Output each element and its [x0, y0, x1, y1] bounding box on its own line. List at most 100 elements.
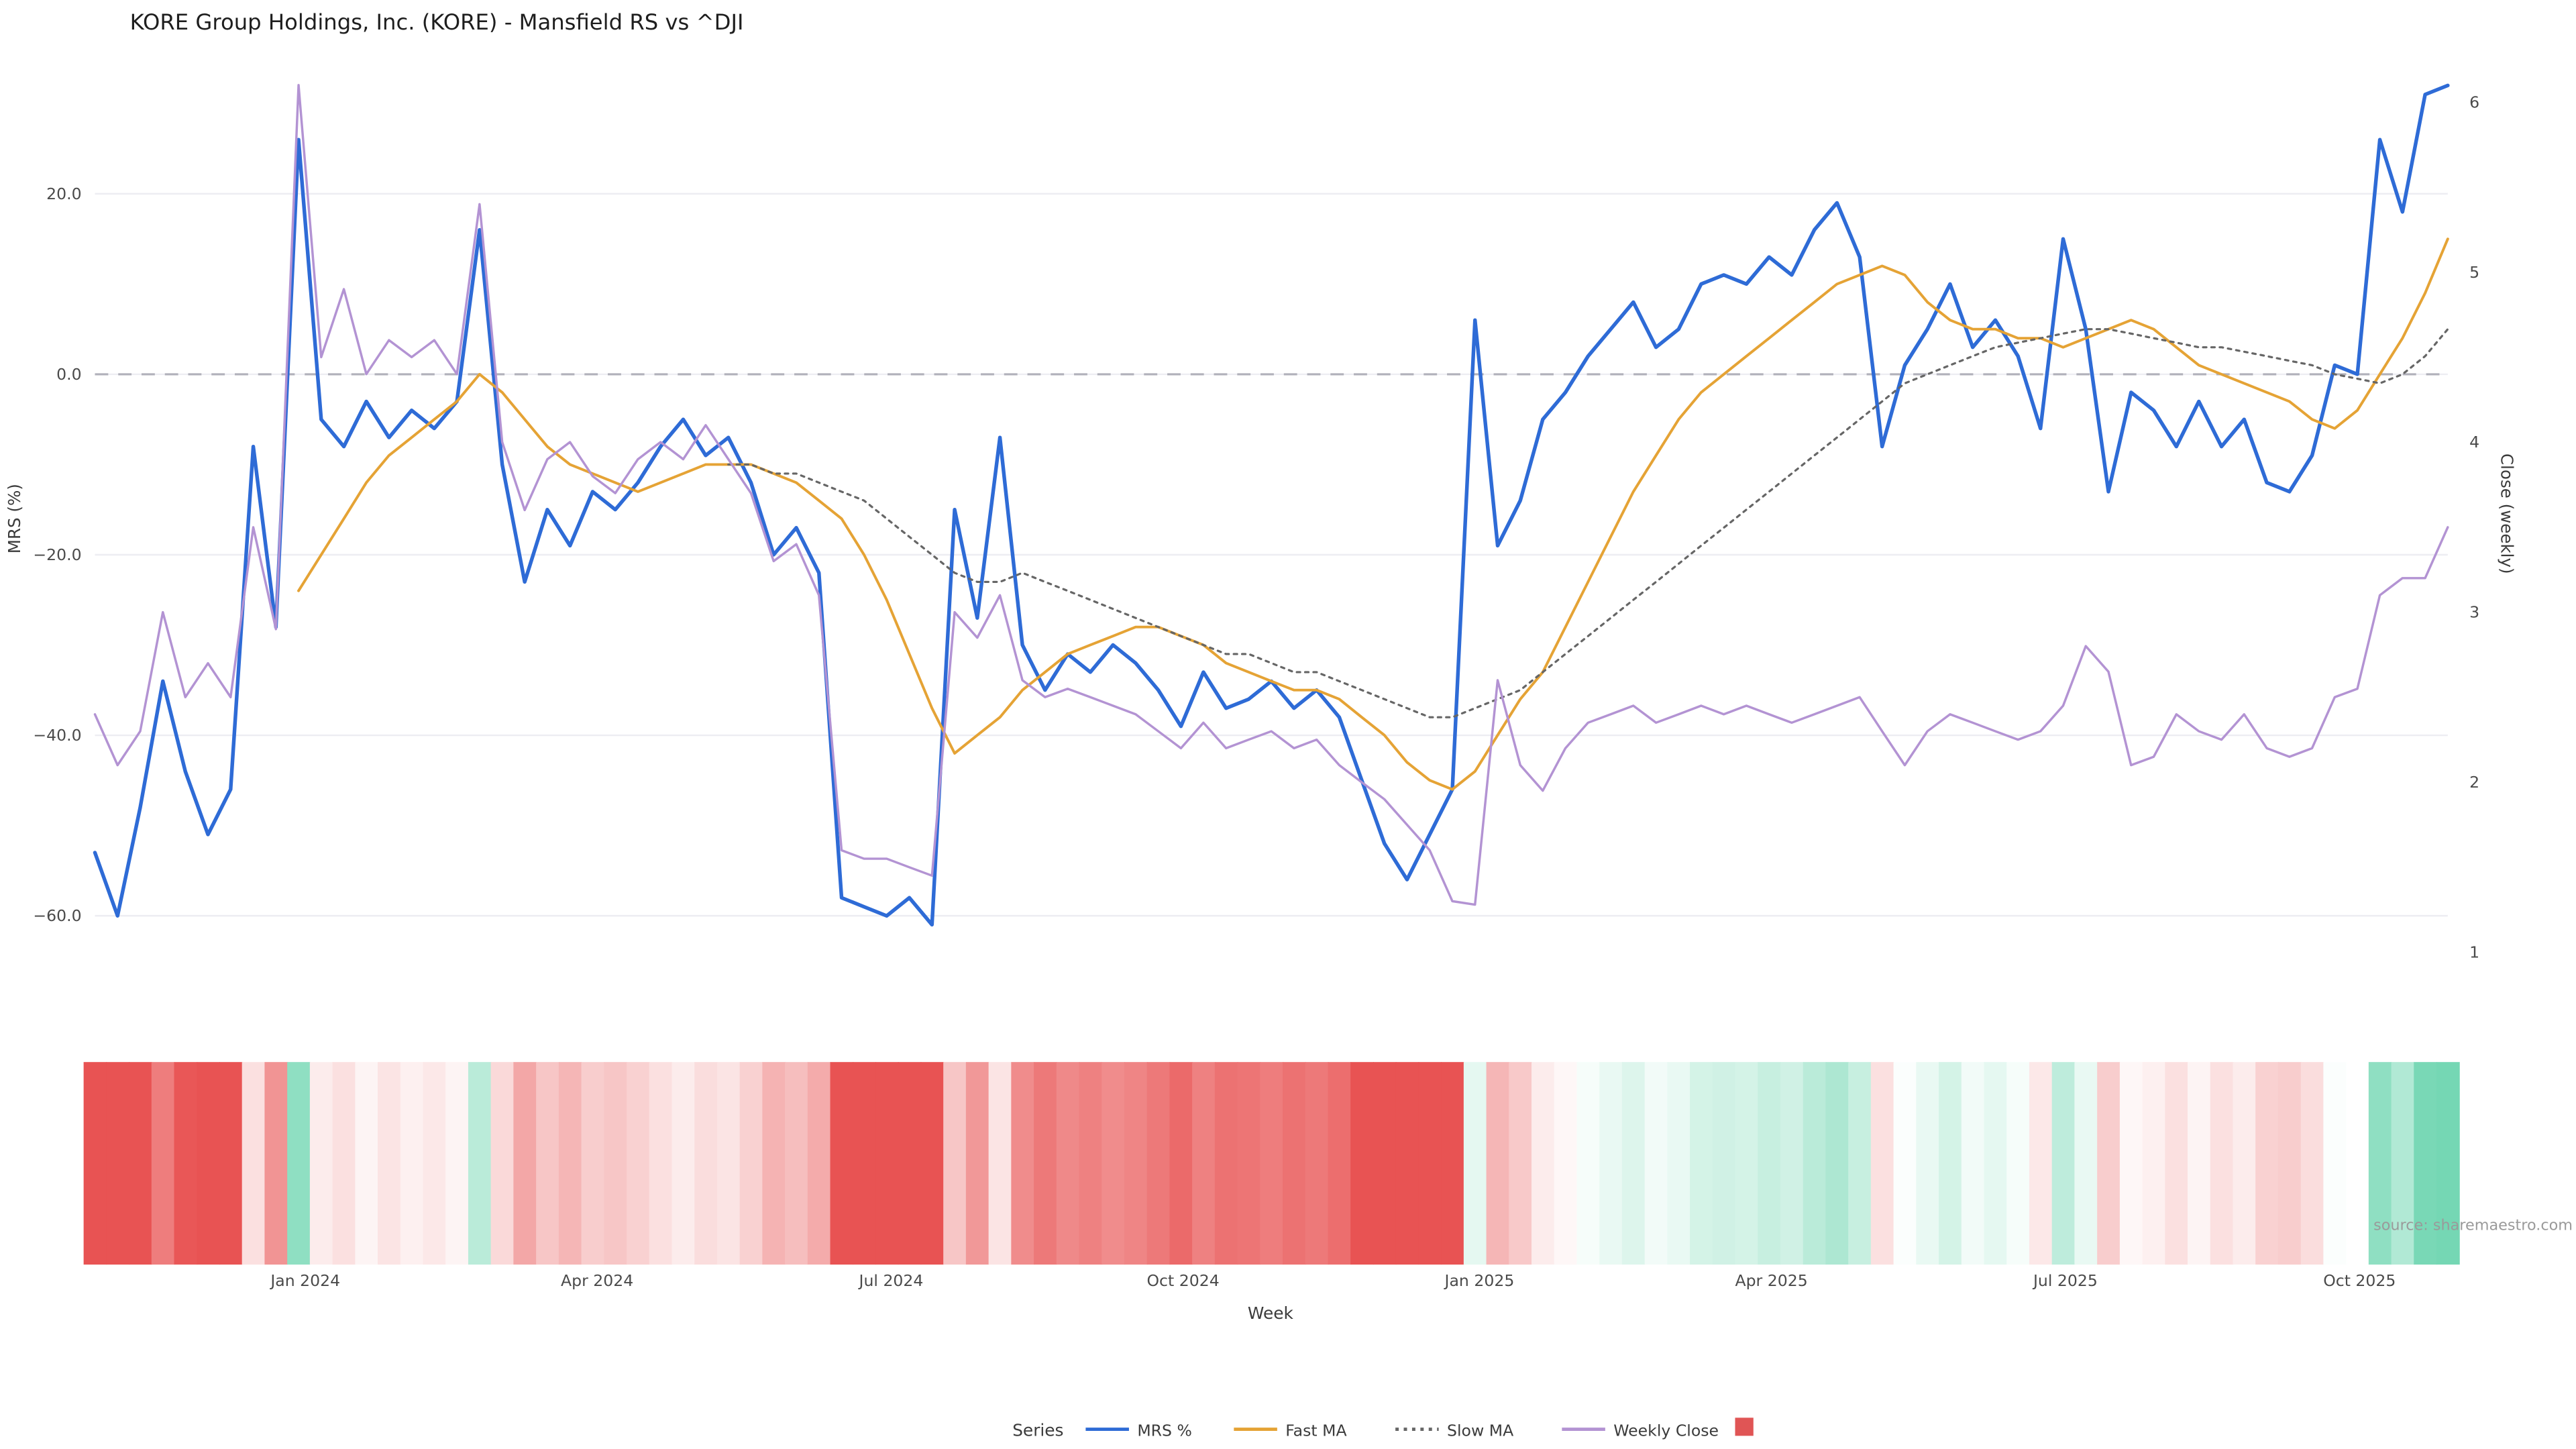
heatmap-cell: [694, 1062, 718, 1265]
heatmap-cell: [2436, 1062, 2460, 1265]
legend-item-fast-ma[interactable]: Fast MA: [1234, 1421, 1347, 1440]
heatmap-cell: [2188, 1062, 2211, 1265]
heatmap-cell: [83, 1062, 107, 1265]
x-axis-ticks: Jan 2024 Apr 2024 Jul 2024 Oct 2024 Jan 2025…: [269, 1271, 2396, 1290]
y-left-tick-label: −60.0: [33, 906, 81, 925]
heatmap-swatch: [1735, 1417, 1754, 1436]
heatmap-cell: [762, 1062, 786, 1265]
x-tick-label: Apr 2025: [1735, 1271, 1807, 1290]
heatmap-cell: [1214, 1062, 1238, 1265]
x-tick-label: Oct 2024: [1147, 1271, 1220, 1290]
heatmap-cell: [264, 1062, 288, 1265]
x-tick-label: Jan 2024: [269, 1271, 340, 1290]
heatmap-cell: [2142, 1062, 2166, 1265]
heatmap-cell: [1056, 1062, 1080, 1265]
y-left-tick-label: −40.0: [33, 726, 81, 745]
heatmap-cell: [943, 1062, 967, 1265]
y-axis-right-ticks: 6 5 4 3 2 1: [2469, 93, 2479, 961]
heatmap-cell: [1260, 1062, 1284, 1265]
heatmap-cell: [513, 1062, 537, 1265]
heatmap-cell: [2277, 1062, 2302, 1265]
heatmap-cell: [2074, 1062, 2098, 1265]
legend: Series MRS % Fast MA Slow MA Weekly Clos…: [1012, 1417, 1754, 1440]
chart-title: KORE Group Holdings, Inc. (KORE) - Mansf…: [130, 9, 744, 35]
heatmap-cell: [378, 1062, 401, 1265]
heatmap-cell: [1305, 1062, 1329, 1265]
y-right-tick-label: 4: [2469, 433, 2479, 451]
heatmap-cell: [2233, 1062, 2257, 1265]
heatmap-cell: [1463, 1062, 1487, 1265]
y-axis-left-title: MRS (%): [5, 484, 24, 553]
x-tick-label: Apr 2024: [561, 1271, 633, 1290]
heatmap-cell: [1418, 1062, 1442, 1265]
legend-title: Series: [1012, 1420, 1063, 1440]
heatmap-cell: [1237, 1062, 1261, 1265]
legend-item-slow-ma[interactable]: Slow MA: [1395, 1421, 1513, 1440]
heatmap-cell: [219, 1062, 243, 1265]
y-right-tick-label: 2: [2469, 773, 2479, 792]
heatmap-cell: [1690, 1062, 1713, 1265]
heatmap-cell: [1395, 1062, 1419, 1265]
heatmap-cell: [1079, 1062, 1103, 1265]
heatmap-cell: [1011, 1062, 1035, 1265]
heatmap-cell: [1848, 1062, 1872, 1265]
heatmap-cell: [853, 1062, 876, 1265]
heatmap-cell: [2414, 1062, 2438, 1265]
legend-item-label: Weekly Close: [1613, 1421, 1719, 1440]
heatmap-cell: [1373, 1062, 1397, 1265]
heatmap-cell: [1961, 1062, 1985, 1265]
y-axis-left-ticks: 20.0 0.0 −20.0 −40.0 −60.0: [33, 184, 81, 925]
heatmap-cell: [1146, 1062, 1171, 1265]
heatmap-cell: [174, 1062, 198, 1265]
heatmap-cell: [536, 1062, 559, 1265]
heatmap-cell: [2300, 1062, 2324, 1265]
x-axis-title: Week: [1248, 1303, 1294, 1323]
heatmap-cell: [332, 1062, 356, 1265]
heatmap-cell: [1509, 1062, 1533, 1265]
heatmap-cell: [1441, 1062, 1464, 1265]
heatmap-cell: [1554, 1062, 1578, 1265]
heatmap-cell: [716, 1062, 741, 1265]
heatmap-cell: [1667, 1062, 1691, 1265]
heatmap-cell: [988, 1062, 1012, 1265]
source-note: source: sharemaestro.com: [2373, 1217, 2573, 1234]
heatmap-cell: [129, 1062, 152, 1265]
legend-item-label: MRS %: [1137, 1421, 1192, 1440]
heatmap-cell: [875, 1062, 899, 1265]
heatmap-cell: [1712, 1062, 1736, 1265]
heatmap-cell: [920, 1062, 945, 1265]
heatmap-cell: [423, 1062, 447, 1265]
heatmap-cell: [2165, 1062, 2189, 1265]
legend-item-weekly-close[interactable]: Weekly Close: [1562, 1421, 1719, 1440]
x-tick-label: Jul 2025: [2032, 1271, 2098, 1290]
y-axis-right-title: Close (weekly): [2497, 453, 2516, 574]
heatmap-cell: [1576, 1062, 1601, 1265]
heatmap-cell: [1599, 1062, 1623, 1265]
legend-item-label: Slow MA: [1447, 1421, 1513, 1440]
heatmap-cell: [1735, 1062, 1759, 1265]
heatmap-cell: [1328, 1062, 1352, 1265]
heatmap-cell: [649, 1062, 673, 1265]
x-tick-label: Oct 2025: [2323, 1271, 2396, 1290]
y-right-tick-label: 6: [2469, 93, 2479, 111]
series-line-weekly-close: [93, 84, 2449, 906]
y-left-tick-label: −20.0: [33, 545, 81, 564]
gridlines: [95, 193, 2448, 917]
x-tick-label: Jul 2024: [858, 1271, 924, 1290]
heatmap-cell: [2255, 1062, 2279, 1265]
legend-item-mrs[interactable]: MRS %: [1085, 1421, 1192, 1440]
heatmap-cell: [2119, 1062, 2143, 1265]
y-left-tick-label: 20.0: [46, 184, 81, 203]
legend-item-heatmap[interactable]: [1735, 1417, 1754, 1436]
heatmap-cell: [558, 1062, 582, 1265]
heatmap-cell: [197, 1062, 220, 1265]
series-line-fast-ma: [297, 237, 2449, 791]
heatmap-cell: [106, 1062, 130, 1265]
heatmap-cell: [287, 1062, 311, 1265]
heatmap-cell: [1532, 1062, 1555, 1265]
heatmap-cell: [604, 1062, 628, 1265]
heatmap-cell: [898, 1062, 922, 1265]
heatmap-cell: [1486, 1062, 1510, 1265]
heatmap-cell: [830, 1062, 854, 1265]
y-left-tick-label: 0.0: [56, 365, 81, 384]
